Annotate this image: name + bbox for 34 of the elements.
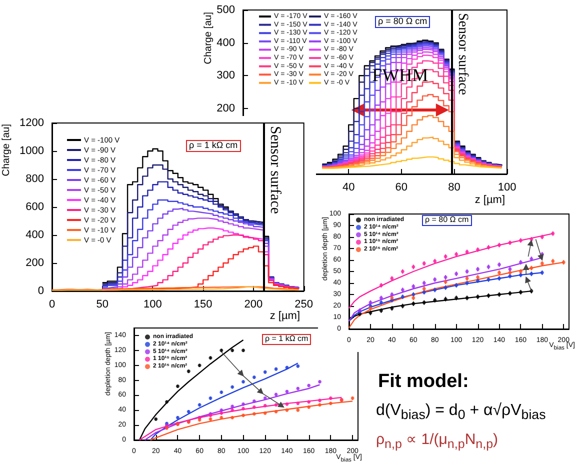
x-axis-title: z [µm] [474,194,505,206]
y-tick-label: 300 [216,70,235,82]
annotation: ρ = 1 kΩ cm [186,140,241,152]
x-tick-label: 200 [244,298,263,310]
y-tick-label: 200 [216,102,235,114]
y-tick-label: 0 [38,285,44,297]
x-tick-label: 100 [498,182,516,194]
y-tick-label: 800 [26,173,44,185]
text: ρ$_{n,p}$ ∝ 1/(μ$_{n,p}$N$_{n,p}$) [376,431,498,452]
y-tick-label: 600 [26,201,44,213]
annotation: ρ = 80 Ω cm [422,215,472,226]
x-tick-label: 0 [48,298,56,310]
annotation: ρ = 1 kΩ cm [262,334,312,345]
annotation: ρ = 80 Ω cm [375,16,430,28]
ref-line-label: Sensor surface [266,126,284,214]
y-tick-label: 1200 [20,117,44,129]
y-tick-label: 1000 [20,145,44,157]
x-axis-title: z [µm] [270,310,300,322]
y-tick-label: 200 [26,257,44,269]
x-tick-label: 80 [448,182,460,194]
x-tick-label: 60 [395,182,408,194]
x-tick-label: 150 [194,298,212,310]
y-tick-label: 400 [216,36,235,49]
text: d(V$_{bias}$) = d$_{0}$ + α√ρV$_{bias}$ [376,402,546,423]
x-tick-label: 50 [96,298,108,310]
ref-line-label: Sensor surface [454,13,470,96]
y-tick-label: 500 [216,4,235,16]
y-axis-title: Charge [au] [203,12,214,64]
x-tick-label: 40 [342,182,355,194]
y-tick-label: 400 [26,229,44,241]
y-axis-title: Charge [au] [1,124,12,176]
x-tick-label: 250 [294,298,314,310]
x-tick-label: 100 [144,298,162,310]
text: Fit model: [378,371,469,393]
